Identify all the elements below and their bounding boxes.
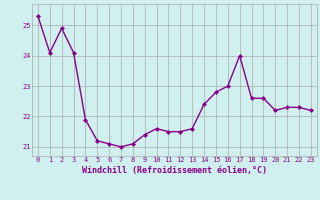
X-axis label: Windchill (Refroidissement éolien,°C): Windchill (Refroidissement éolien,°C) (82, 166, 267, 175)
